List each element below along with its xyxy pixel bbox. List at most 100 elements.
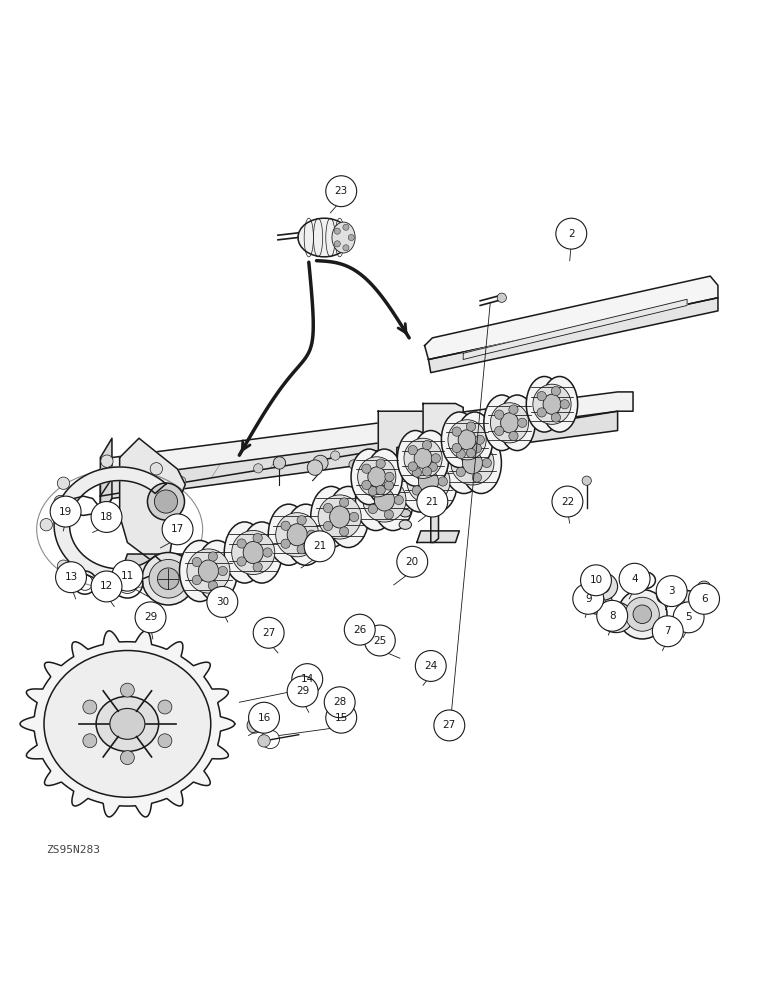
Circle shape (158, 700, 172, 714)
Ellipse shape (442, 412, 477, 468)
Circle shape (313, 455, 328, 471)
Circle shape (509, 405, 518, 414)
Text: 16: 16 (257, 713, 271, 723)
Circle shape (428, 462, 438, 472)
Ellipse shape (242, 522, 283, 583)
Circle shape (249, 702, 279, 733)
Circle shape (397, 546, 428, 577)
Text: 18: 18 (100, 512, 113, 522)
Text: 20: 20 (405, 557, 419, 567)
Circle shape (582, 476, 591, 485)
Circle shape (364, 625, 395, 656)
Ellipse shape (484, 395, 520, 451)
Circle shape (292, 664, 323, 695)
Circle shape (334, 228, 340, 234)
Ellipse shape (599, 602, 633, 633)
Text: 22: 22 (560, 497, 574, 507)
Ellipse shape (154, 490, 178, 513)
Circle shape (253, 617, 284, 648)
Circle shape (415, 651, 446, 681)
Ellipse shape (286, 504, 327, 565)
Circle shape (652, 616, 683, 647)
Ellipse shape (527, 376, 562, 432)
Text: 15: 15 (334, 713, 348, 723)
Text: 13: 13 (64, 572, 78, 582)
Ellipse shape (367, 449, 402, 505)
Ellipse shape (328, 486, 369, 548)
Circle shape (192, 575, 201, 585)
Circle shape (258, 735, 270, 747)
Circle shape (101, 455, 113, 467)
Ellipse shape (224, 522, 265, 583)
Text: 17: 17 (171, 524, 185, 534)
Ellipse shape (142, 552, 195, 605)
Circle shape (497, 293, 506, 302)
Text: 24: 24 (424, 661, 438, 671)
Circle shape (597, 600, 628, 631)
Circle shape (376, 485, 385, 495)
Circle shape (307, 460, 323, 475)
Circle shape (509, 431, 518, 441)
Text: 25: 25 (373, 636, 387, 646)
Circle shape (57, 560, 69, 572)
Polygon shape (425, 276, 718, 359)
Circle shape (253, 464, 262, 473)
Polygon shape (679, 590, 716, 612)
Ellipse shape (608, 610, 625, 625)
Text: 26: 26 (353, 625, 367, 635)
Polygon shape (124, 554, 184, 566)
Circle shape (50, 496, 81, 527)
Circle shape (253, 562, 262, 572)
Ellipse shape (417, 451, 458, 512)
Text: 21: 21 (425, 497, 439, 507)
Circle shape (368, 504, 378, 514)
Circle shape (120, 751, 134, 765)
Circle shape (412, 486, 422, 495)
Circle shape (495, 426, 504, 436)
Ellipse shape (179, 540, 220, 602)
Ellipse shape (268, 504, 309, 565)
Ellipse shape (533, 384, 571, 424)
Circle shape (417, 486, 448, 517)
Circle shape (560, 400, 569, 409)
Circle shape (472, 473, 482, 482)
Circle shape (466, 422, 476, 431)
Circle shape (697, 581, 711, 595)
Ellipse shape (543, 394, 561, 414)
Circle shape (135, 602, 166, 633)
Circle shape (281, 521, 290, 530)
Circle shape (54, 495, 66, 508)
Circle shape (434, 710, 465, 741)
Circle shape (344, 614, 375, 645)
Text: 27: 27 (442, 720, 456, 730)
Circle shape (384, 472, 394, 481)
Circle shape (297, 516, 306, 525)
Text: 12: 12 (100, 581, 113, 591)
Circle shape (452, 427, 462, 436)
Polygon shape (428, 298, 718, 373)
Ellipse shape (149, 559, 188, 598)
Circle shape (573, 583, 604, 614)
Circle shape (253, 533, 262, 543)
Circle shape (307, 530, 317, 539)
Circle shape (438, 477, 448, 486)
Polygon shape (463, 299, 687, 359)
Ellipse shape (351, 449, 387, 505)
Circle shape (537, 391, 547, 401)
Circle shape (673, 602, 704, 633)
Circle shape (689, 583, 720, 614)
Ellipse shape (287, 524, 307, 546)
Text: ZS95N283: ZS95N283 (46, 845, 100, 855)
Circle shape (656, 576, 687, 607)
Ellipse shape (310, 486, 351, 548)
Circle shape (208, 581, 218, 590)
Circle shape (57, 477, 69, 489)
Circle shape (552, 486, 583, 517)
Ellipse shape (399, 520, 411, 529)
Circle shape (120, 683, 134, 697)
Circle shape (384, 481, 394, 490)
Circle shape (619, 563, 650, 594)
Ellipse shape (110, 708, 145, 739)
Ellipse shape (591, 596, 605, 608)
Circle shape (218, 566, 228, 576)
